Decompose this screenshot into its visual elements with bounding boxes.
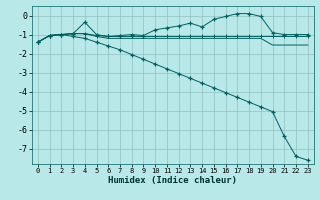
X-axis label: Humidex (Indice chaleur): Humidex (Indice chaleur) [108,176,237,185]
